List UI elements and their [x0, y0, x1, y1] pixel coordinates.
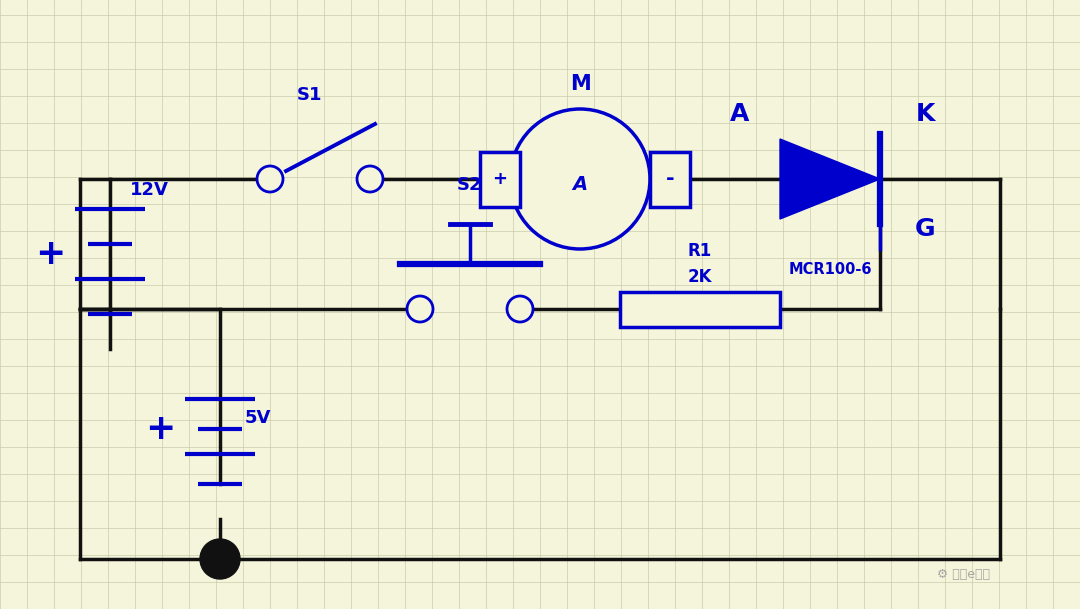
Text: +: +	[145, 412, 175, 446]
Text: S1: S1	[297, 86, 323, 104]
Circle shape	[257, 166, 283, 192]
Circle shape	[507, 296, 534, 322]
Text: +: +	[492, 170, 508, 188]
Text: M: M	[569, 74, 591, 94]
Text: 12V: 12V	[130, 181, 168, 199]
Text: K: K	[916, 102, 934, 126]
Text: 5V: 5V	[245, 409, 271, 427]
Circle shape	[200, 539, 240, 579]
Text: R1: R1	[688, 242, 712, 261]
Text: G: G	[915, 217, 935, 241]
FancyBboxPatch shape	[480, 152, 519, 206]
FancyBboxPatch shape	[650, 152, 690, 206]
Text: A: A	[730, 102, 750, 126]
Text: +: +	[35, 237, 65, 271]
Polygon shape	[780, 139, 880, 219]
Text: 2K: 2K	[688, 267, 712, 286]
Circle shape	[510, 109, 650, 249]
Text: -: -	[665, 169, 674, 189]
Text: MCR100-6: MCR100-6	[788, 261, 872, 276]
Circle shape	[407, 296, 433, 322]
Text: S2: S2	[457, 176, 483, 194]
Circle shape	[357, 166, 383, 192]
Text: ⚙ 创客e工坊: ⚙ 创客e工坊	[937, 568, 990, 580]
FancyBboxPatch shape	[620, 292, 780, 326]
Text: A: A	[572, 175, 588, 194]
